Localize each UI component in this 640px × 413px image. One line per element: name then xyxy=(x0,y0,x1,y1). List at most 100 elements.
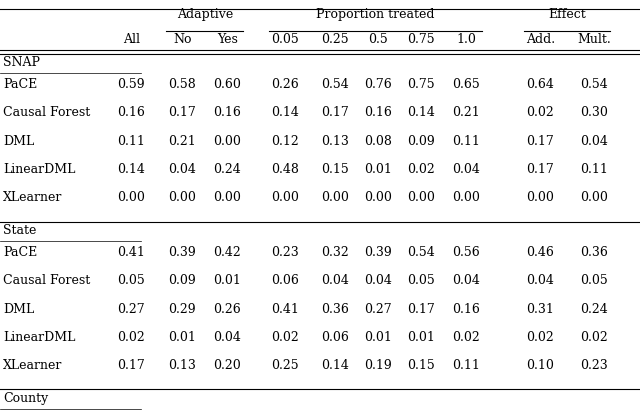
Text: 0.00: 0.00 xyxy=(271,191,299,204)
Text: 0.27: 0.27 xyxy=(364,303,392,316)
Text: 0.24: 0.24 xyxy=(580,303,608,316)
Text: 0.54: 0.54 xyxy=(321,78,349,91)
Text: XLearner: XLearner xyxy=(3,359,63,372)
Text: 0.24: 0.24 xyxy=(213,163,241,176)
Text: LinearDML: LinearDML xyxy=(3,163,76,176)
Text: 0.06: 0.06 xyxy=(321,331,349,344)
Text: 0.01: 0.01 xyxy=(364,331,392,344)
Text: 0.04: 0.04 xyxy=(526,274,554,287)
Text: 0.00: 0.00 xyxy=(213,135,241,147)
Text: 0.16: 0.16 xyxy=(452,303,480,316)
Text: 0.5: 0.5 xyxy=(368,33,387,46)
Text: 0.75: 0.75 xyxy=(407,33,435,46)
Text: 0.16: 0.16 xyxy=(364,107,392,119)
Text: 0.04: 0.04 xyxy=(321,274,349,287)
Text: 0.12: 0.12 xyxy=(271,135,299,147)
Text: All: All xyxy=(123,33,140,46)
Text: 0.04: 0.04 xyxy=(452,163,480,176)
Text: 0.05: 0.05 xyxy=(271,33,299,46)
Text: 0.26: 0.26 xyxy=(213,303,241,316)
Text: 0.02: 0.02 xyxy=(407,163,435,176)
Text: PaCE: PaCE xyxy=(3,78,38,91)
Text: 0.41: 0.41 xyxy=(117,246,145,259)
Text: 0.25: 0.25 xyxy=(321,33,349,46)
Text: 0.00: 0.00 xyxy=(117,191,145,204)
Text: 0.04: 0.04 xyxy=(580,135,608,147)
Text: SNAP: SNAP xyxy=(3,56,40,69)
Text: Proportion treated: Proportion treated xyxy=(316,8,435,21)
Text: 0.21: 0.21 xyxy=(168,135,196,147)
Text: 0.41: 0.41 xyxy=(271,303,299,316)
Text: Causal Forest: Causal Forest xyxy=(3,107,90,119)
Text: 0.02: 0.02 xyxy=(580,331,608,344)
Text: No: No xyxy=(173,33,191,46)
Text: 0.16: 0.16 xyxy=(117,107,145,119)
Text: County: County xyxy=(3,392,49,404)
Text: 0.02: 0.02 xyxy=(526,107,554,119)
Text: Yes: Yes xyxy=(217,33,237,46)
Text: 0.02: 0.02 xyxy=(117,331,145,344)
Text: 0.01: 0.01 xyxy=(407,331,435,344)
Text: 0.14: 0.14 xyxy=(407,107,435,119)
Text: 0.27: 0.27 xyxy=(117,303,145,316)
Text: 0.54: 0.54 xyxy=(407,246,435,259)
Text: 0.13: 0.13 xyxy=(168,359,196,372)
Text: 0.58: 0.58 xyxy=(168,78,196,91)
Text: 0.17: 0.17 xyxy=(526,135,554,147)
Text: 0.00: 0.00 xyxy=(407,191,435,204)
Text: 0.02: 0.02 xyxy=(452,331,480,344)
Text: Causal Forest: Causal Forest xyxy=(3,274,90,287)
Text: 0.00: 0.00 xyxy=(452,191,480,204)
Text: 0.14: 0.14 xyxy=(321,359,349,372)
Text: 1.0: 1.0 xyxy=(456,33,476,46)
Text: 0.04: 0.04 xyxy=(452,274,480,287)
Text: 0.05: 0.05 xyxy=(117,274,145,287)
Text: 0.09: 0.09 xyxy=(168,274,196,287)
Text: Adaptive: Adaptive xyxy=(177,8,233,21)
Text: 0.10: 0.10 xyxy=(526,359,554,372)
Text: Effect: Effect xyxy=(548,8,586,21)
Text: 0.08: 0.08 xyxy=(364,135,392,147)
Text: 0.16: 0.16 xyxy=(213,107,241,119)
Text: 0.75: 0.75 xyxy=(407,78,435,91)
Text: 0.42: 0.42 xyxy=(213,246,241,259)
Text: 0.15: 0.15 xyxy=(321,163,349,176)
Text: 0.17: 0.17 xyxy=(168,107,196,119)
Text: 0.11: 0.11 xyxy=(117,135,145,147)
Text: 0.17: 0.17 xyxy=(407,303,435,316)
Text: 0.06: 0.06 xyxy=(271,274,299,287)
Text: DML: DML xyxy=(3,303,35,316)
Text: 0.11: 0.11 xyxy=(580,163,608,176)
Text: 0.14: 0.14 xyxy=(117,163,145,176)
Text: 0.13: 0.13 xyxy=(321,135,349,147)
Text: 0.09: 0.09 xyxy=(407,135,435,147)
Text: 0.54: 0.54 xyxy=(580,78,608,91)
Text: 0.00: 0.00 xyxy=(580,191,608,204)
Text: 0.01: 0.01 xyxy=(364,163,392,176)
Text: 0.26: 0.26 xyxy=(271,78,299,91)
Text: 0.17: 0.17 xyxy=(526,163,554,176)
Text: 0.05: 0.05 xyxy=(407,274,435,287)
Text: 0.00: 0.00 xyxy=(168,191,196,204)
Text: 0.01: 0.01 xyxy=(168,331,196,344)
Text: 0.11: 0.11 xyxy=(452,359,480,372)
Text: 0.29: 0.29 xyxy=(168,303,196,316)
Text: 0.23: 0.23 xyxy=(580,359,608,372)
Text: 0.46: 0.46 xyxy=(526,246,554,259)
Text: 0.23: 0.23 xyxy=(271,246,299,259)
Text: 0.04: 0.04 xyxy=(168,163,196,176)
Text: LinearDML: LinearDML xyxy=(3,331,76,344)
Text: 0.25: 0.25 xyxy=(271,359,299,372)
Text: 0.21: 0.21 xyxy=(452,107,480,119)
Text: XLearner: XLearner xyxy=(3,191,63,204)
Text: 0.17: 0.17 xyxy=(321,107,349,119)
Text: 0.00: 0.00 xyxy=(364,191,392,204)
Text: 0.14: 0.14 xyxy=(271,107,299,119)
Text: 0.19: 0.19 xyxy=(364,359,392,372)
Text: 0.02: 0.02 xyxy=(526,331,554,344)
Text: 0.65: 0.65 xyxy=(452,78,480,91)
Text: 0.00: 0.00 xyxy=(213,191,241,204)
Text: DML: DML xyxy=(3,135,35,147)
Text: Mult.: Mult. xyxy=(577,33,611,46)
Text: 0.00: 0.00 xyxy=(321,191,349,204)
